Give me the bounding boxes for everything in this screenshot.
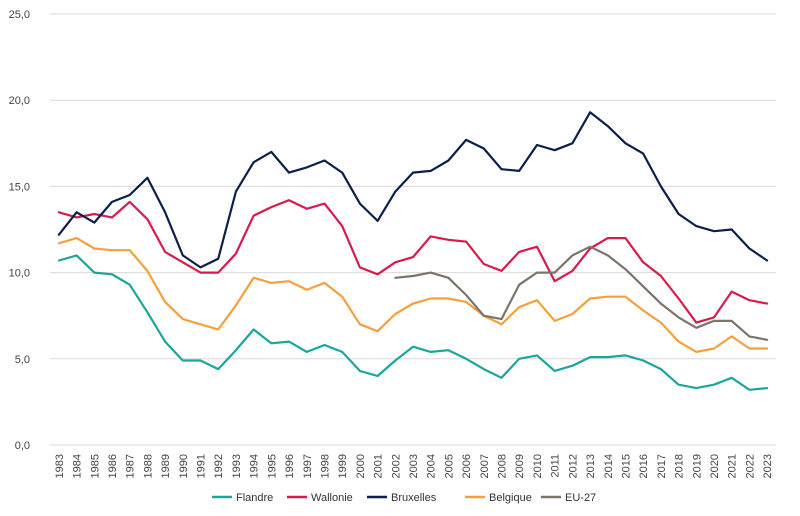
x-tick-label: 2021	[727, 454, 739, 478]
x-tick-label: 2005	[443, 454, 455, 478]
x-axis-ticks: 1983 1984 1985 1986 1987 1988 1989 1990 1991 1992…	[54, 454, 774, 478]
x-tick-label: 2022	[744, 454, 756, 478]
y-axis-ticks: 0,0 5,0 10,0 15,0 20,0 25,0	[9, 9, 30, 452]
x-tick-label: 2010	[532, 454, 544, 478]
x-tick-label: 2011	[550, 454, 562, 478]
x-tick-label: 2002	[390, 454, 402, 478]
legend-label-eu-27: EU-27	[565, 492, 596, 504]
x-tick-label: 1993	[231, 454, 243, 478]
y-tick-label: 25,0	[9, 9, 30, 21]
x-tick-label: 2008	[497, 454, 509, 478]
series-line-bruxelles	[57, 111, 769, 269]
x-tick-label: 2001	[373, 454, 385, 478]
x-tick-label: 1992	[213, 454, 225, 478]
series-line-wallonie	[57, 199, 769, 324]
x-tick-label: 2006	[461, 454, 473, 478]
x-tick-label: 1987	[125, 454, 137, 478]
x-tick-label: 1983	[54, 454, 66, 478]
legend-label-flandre: Flandre	[236, 492, 273, 504]
x-tick-label: 1991	[196, 454, 208, 478]
series-line-eu-27	[394, 245, 769, 341]
x-tick-label: 2007	[479, 454, 491, 478]
x-tick-label: 2000	[355, 454, 367, 478]
x-tick-label: 2017	[656, 454, 668, 478]
x-tick-label: 2014	[603, 454, 615, 478]
x-tick-label: 2009	[514, 454, 526, 478]
x-tick-label: 1985	[89, 454, 101, 478]
x-tick-label: 1999	[337, 454, 349, 478]
x-tick-label: 1995	[266, 454, 278, 478]
x-tick-label: 2019	[691, 454, 703, 478]
x-tick-label: 2015	[620, 454, 632, 478]
y-tick-label: 5,0	[15, 354, 30, 366]
x-tick-label: 2013	[585, 454, 597, 478]
gridlines	[50, 13, 776, 446]
series-lines	[57, 111, 769, 391]
y-tick-label: 10,0	[9, 268, 30, 280]
x-tick-label: 1988	[142, 454, 154, 478]
y-tick-label: 0,0	[15, 440, 30, 452]
x-tick-label: 1994	[249, 454, 261, 478]
x-tick-label: 2023	[762, 454, 774, 478]
x-tick-label: 1989	[160, 454, 172, 478]
x-tick-label: 2016	[638, 454, 650, 478]
legend-label-wallonie: Wallonie	[311, 492, 353, 504]
x-tick-label: 2012	[567, 454, 579, 478]
y-tick-label: 20,0	[9, 95, 30, 107]
x-tick-label: 2020	[709, 454, 721, 478]
x-tick-label: 2004	[426, 454, 438, 478]
x-tick-label: 1998	[319, 454, 331, 478]
legend-label-belgique: Belgique	[489, 492, 532, 504]
x-tick-label: 1990	[178, 454, 190, 478]
x-tick-label: 1996	[284, 454, 296, 478]
legend: Flandre Wallonie Bruxelles Belgique EU-27	[212, 492, 596, 504]
x-tick-label: 2003	[408, 454, 420, 478]
series-line-belgique	[57, 237, 769, 353]
x-tick-label: 1984	[72, 454, 84, 478]
legend-label-bruxelles: Bruxelles	[391, 492, 437, 504]
y-tick-label: 15,0	[9, 181, 30, 193]
x-tick-label: 1986	[107, 454, 119, 478]
series-line-flandre	[57, 254, 769, 391]
x-tick-label: 2018	[674, 454, 686, 478]
x-tick-label: 1997	[302, 454, 314, 478]
